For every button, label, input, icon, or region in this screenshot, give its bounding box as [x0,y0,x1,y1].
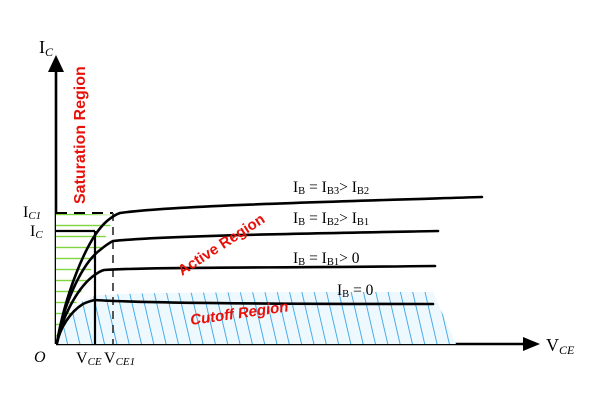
svg-text:VCE1: VCE1 [104,350,135,368]
svg-text:IB = IB2> IB1: IB = IB2> IB1 [293,210,369,228]
svg-text:VCE: VCE [546,335,575,357]
svg-text:IB = 0: IB = 0 [337,282,374,300]
svg-text:IB = IB1> 0: IB = IB1> 0 [293,250,360,268]
svg-text:VCE: VCE [76,350,102,368]
svg-text:O: O [34,349,46,366]
svg-text:Saturation Region: Saturation Region [72,66,89,204]
svg-text:IC: IC [39,37,54,59]
svg-text:IC1: IC1 [23,204,41,222]
svg-text:IB = IB3> IB2: IB = IB3> IB2 [293,179,369,197]
svg-text:IC: IC [30,223,43,241]
svg-text:Active Region: Active Region [175,211,268,280]
